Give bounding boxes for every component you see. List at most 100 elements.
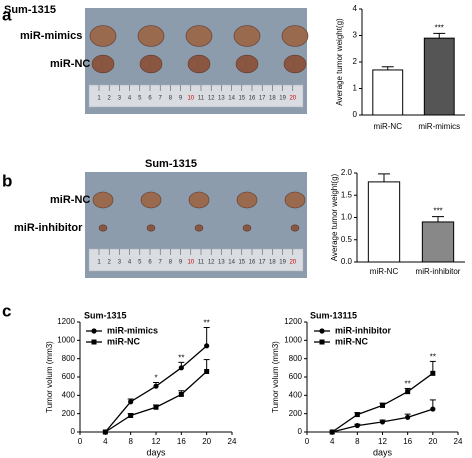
point xyxy=(354,422,360,429)
legend-marker xyxy=(319,328,325,334)
y-axis-label: Average tumor weight(g) xyxy=(335,18,344,106)
point xyxy=(204,343,210,349)
point xyxy=(153,383,159,389)
y-tick-label: 1 xyxy=(353,84,358,93)
significance: ** xyxy=(405,380,411,389)
y-tick-label: 400 xyxy=(289,390,303,399)
tumor xyxy=(281,25,309,47)
tumor xyxy=(187,54,211,74)
y-tick-label: 1200 xyxy=(57,317,75,326)
tumor xyxy=(290,224,300,232)
point xyxy=(354,412,360,418)
y-tick-label: 200 xyxy=(289,409,303,418)
y-tick-label: 600 xyxy=(62,372,76,381)
ruler-label: 13 xyxy=(218,96,225,102)
y-tick-label: 0 xyxy=(298,427,303,436)
row-label: miR-mimics xyxy=(20,30,82,42)
ruler-label: 4 xyxy=(128,260,132,266)
x-tick-label: 4 xyxy=(103,437,108,446)
ruler-label: 5 xyxy=(138,260,142,266)
ruler-label: 9 xyxy=(179,96,183,102)
significance: * xyxy=(154,374,157,383)
ruler-label: 1 xyxy=(97,260,101,266)
row-label: miR-inhibitor xyxy=(14,222,83,234)
point xyxy=(430,406,436,412)
y-tick-label: 0 xyxy=(353,110,358,119)
y-axis-label: Average tumor weight(g) xyxy=(330,173,339,261)
x-axis-label: days xyxy=(146,447,166,457)
significance: *** xyxy=(435,23,444,32)
x-tick-label: 24 xyxy=(454,437,463,446)
significance: ** xyxy=(178,353,184,362)
y-tick-label: 0.0 xyxy=(341,257,353,266)
y-tick-label: 1000 xyxy=(57,335,75,344)
ruler-label: 18 xyxy=(269,96,276,102)
ruler-label: 20 xyxy=(289,96,296,102)
point xyxy=(128,399,134,405)
y-tick-label: 0 xyxy=(71,427,76,436)
series-line xyxy=(104,345,208,433)
tumor xyxy=(283,54,307,74)
tumor xyxy=(98,224,108,232)
ruler-label: 14 xyxy=(228,96,235,102)
y-tick-label: 200 xyxy=(62,409,76,418)
ruler-label: 7 xyxy=(159,96,163,102)
tumor xyxy=(92,191,114,209)
ruler-label: 17 xyxy=(259,96,266,102)
tumor xyxy=(91,54,115,74)
bar xyxy=(423,37,455,116)
photo-title: Sum-1315 xyxy=(4,4,56,16)
x-tick-label: 16 xyxy=(403,437,412,446)
ruler-label: 14 xyxy=(228,260,235,266)
legend-label: miR-mimics xyxy=(107,325,158,335)
ruler-label: 10 xyxy=(187,96,194,102)
y-tick-label: 1200 xyxy=(284,317,302,326)
x-tick-label: miR-NC xyxy=(370,267,399,276)
ruler-label: 16 xyxy=(249,96,256,102)
x-tick-label: 4 xyxy=(330,437,335,446)
x-tick-label: 20 xyxy=(428,437,437,446)
ruler-label: 4 xyxy=(128,96,132,102)
point xyxy=(380,402,385,408)
x-tick-label: 0 xyxy=(78,437,83,446)
x-tick-label: 12 xyxy=(378,437,387,446)
legend-label: miR-NC xyxy=(107,336,140,346)
x-tick-label: 12 xyxy=(152,437,161,446)
significance: ** xyxy=(430,353,436,362)
legend-label: miR-NC xyxy=(335,336,368,346)
row-label: miR-NC xyxy=(50,58,90,70)
x-tick-label: 24 xyxy=(228,437,237,446)
x-tick-label: 16 xyxy=(177,437,186,446)
ruler-label: 19 xyxy=(279,96,286,102)
panel-label: c xyxy=(2,301,11,320)
row-label: miR-NC xyxy=(50,194,90,206)
tumor xyxy=(233,25,261,47)
x-tick-label: 0 xyxy=(305,437,310,446)
ruler xyxy=(88,84,304,108)
ruler-label: 12 xyxy=(208,96,215,102)
legend-marker xyxy=(91,339,97,345)
point xyxy=(153,404,159,410)
chart-title: Sum-13115 xyxy=(310,310,357,320)
x-tick-label: 20 xyxy=(202,437,211,446)
y-tick-label: 1.5 xyxy=(341,190,353,199)
ruler-label: 18 xyxy=(269,260,276,266)
tumor xyxy=(284,191,306,209)
point xyxy=(379,419,386,425)
tumor xyxy=(235,54,259,74)
tumor xyxy=(146,224,156,232)
ruler-label: 3 xyxy=(118,96,122,102)
ruler-label: 6 xyxy=(148,96,152,102)
point xyxy=(102,429,108,435)
point xyxy=(430,370,436,376)
ruler-label: 3 xyxy=(118,260,122,266)
tumor xyxy=(139,54,163,74)
x-tick-label: miR-inhibitor xyxy=(416,267,461,276)
ruler-label: 6 xyxy=(148,260,152,266)
x-tick-label: 8 xyxy=(355,437,360,446)
bar xyxy=(421,221,455,263)
point xyxy=(204,369,210,374)
y-tick-label: 800 xyxy=(289,354,303,363)
